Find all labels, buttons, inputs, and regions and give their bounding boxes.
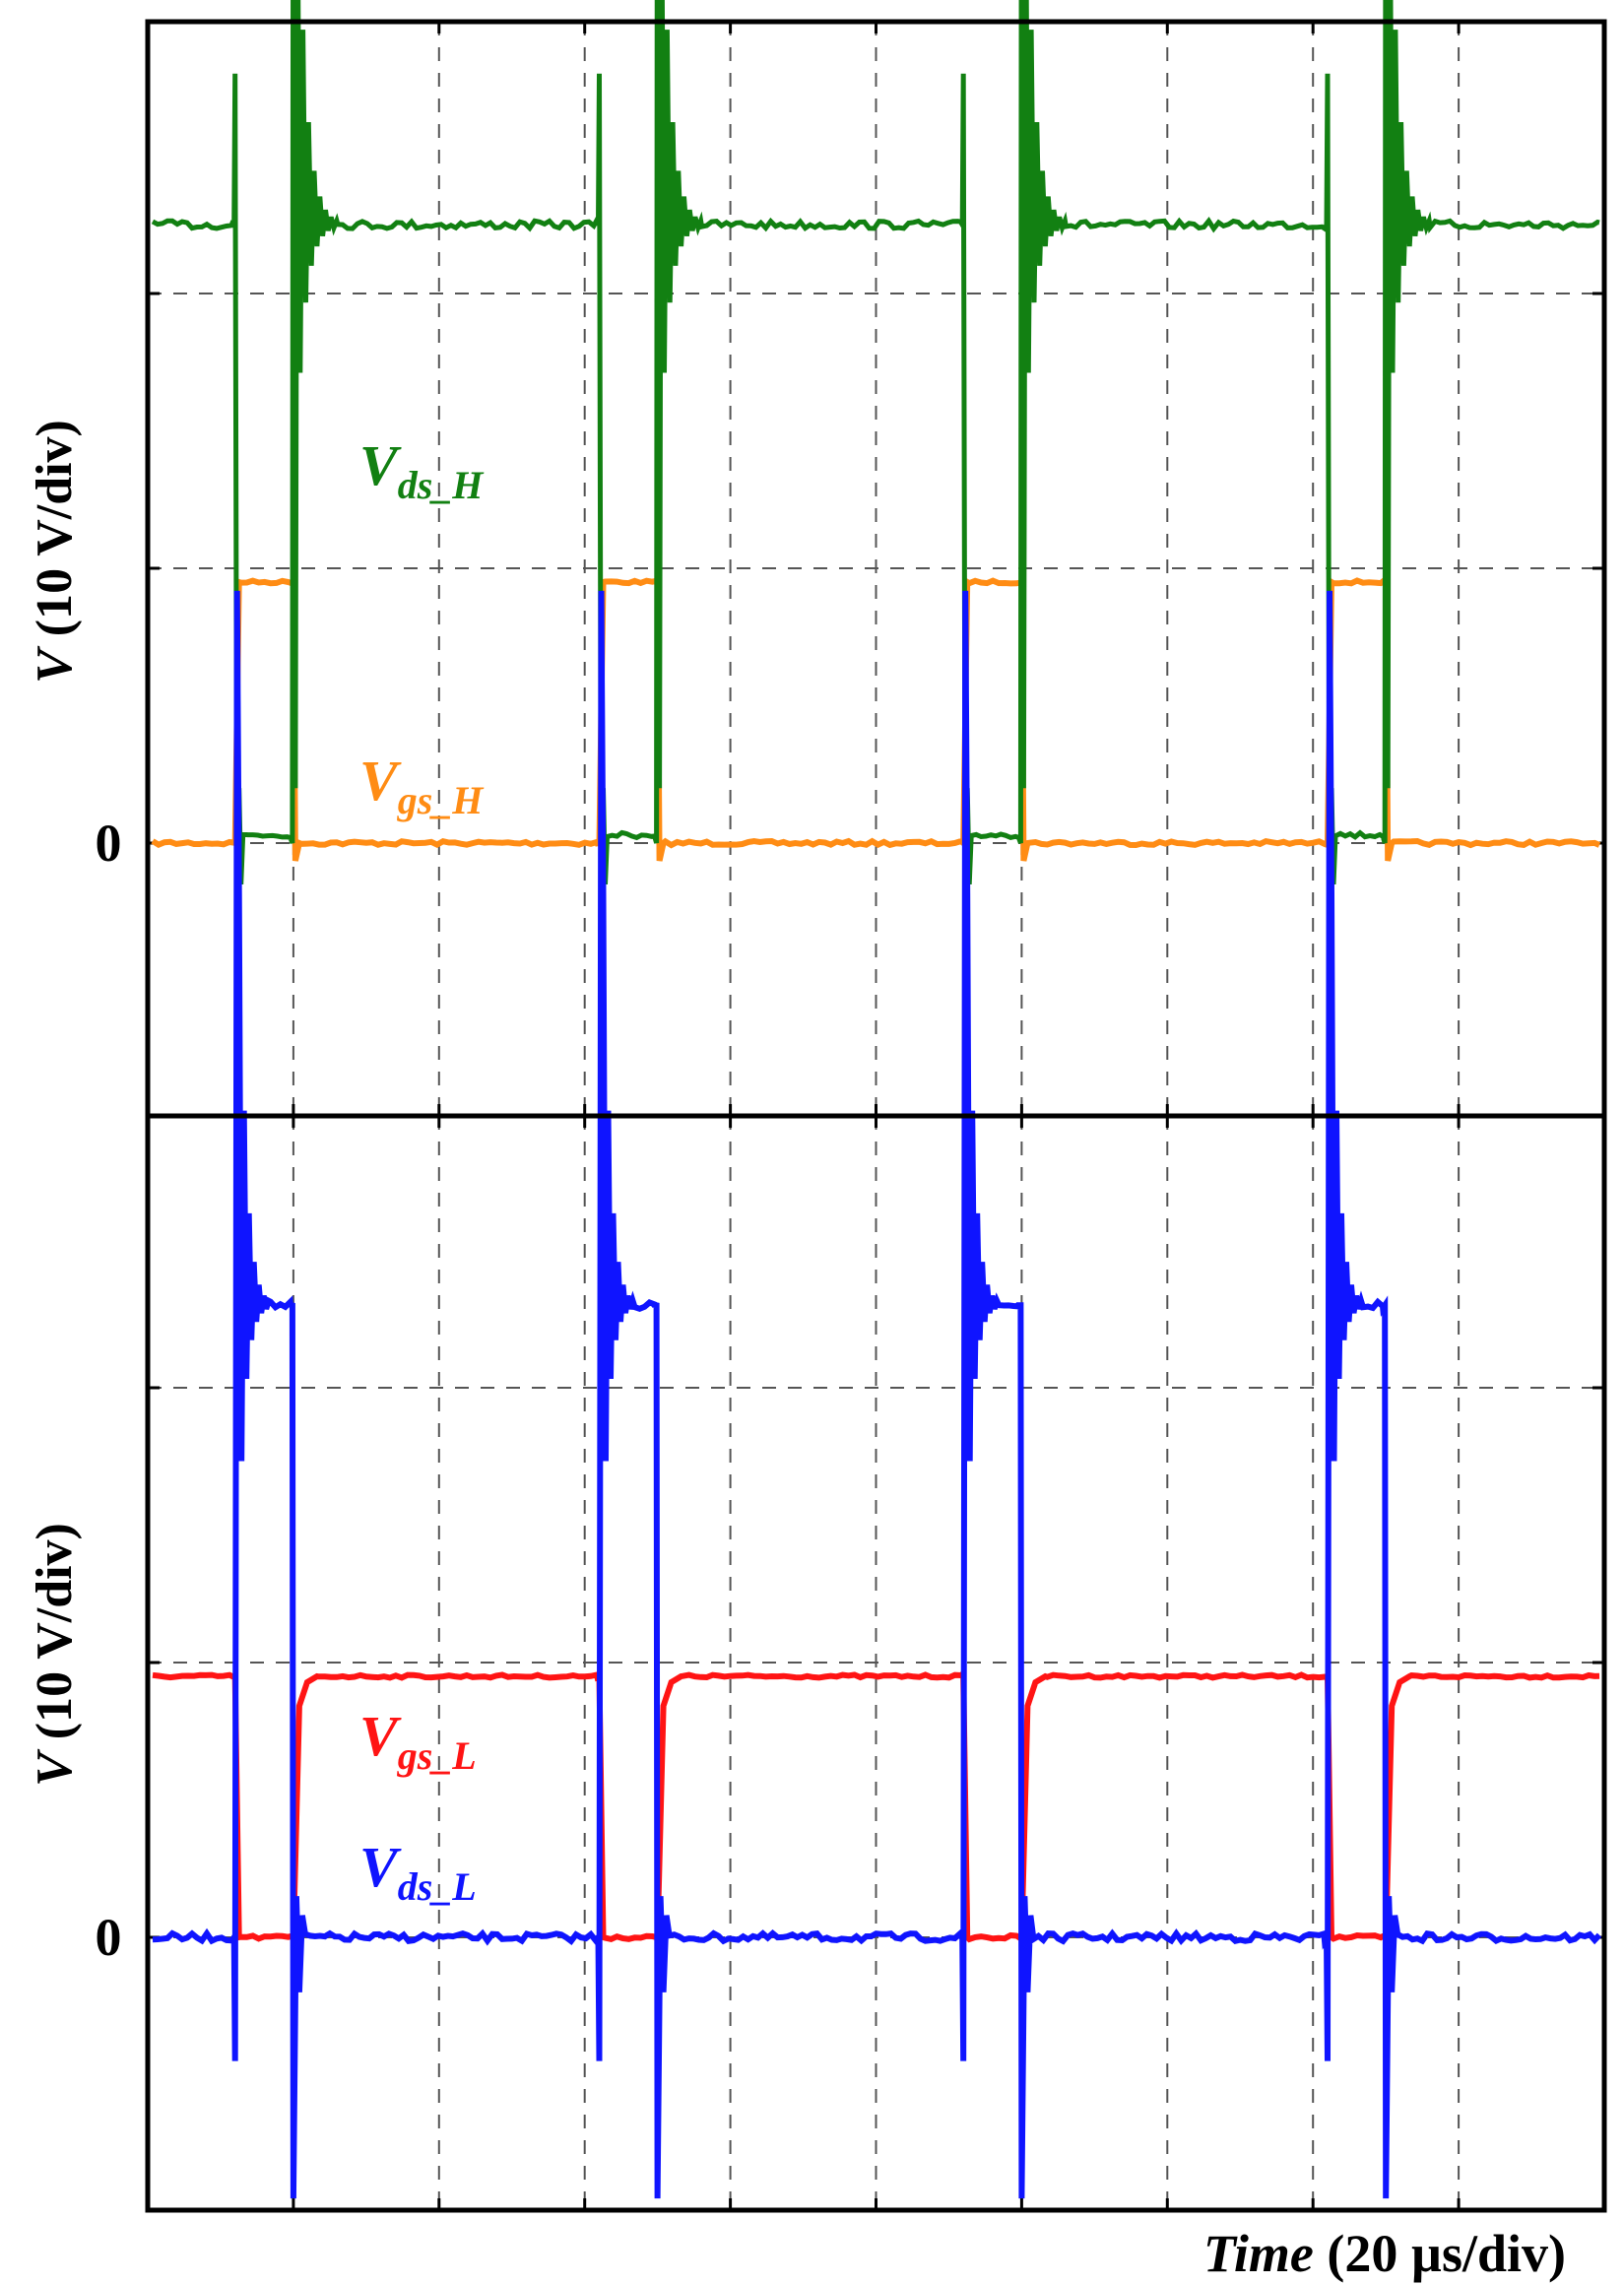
bottom-panel-traces (152, 590, 1602, 2199)
x-axis-label: Time (20 µs/div) (1203, 2224, 1566, 2283)
top-panel-traces (151, 0, 1601, 940)
label-vds-l: Vds_L (359, 1835, 477, 1909)
label-vds-h: Vds_H (359, 433, 485, 507)
trace-vds-l (152, 590, 1602, 2199)
y-axis-label-unit: (10 V/div) (27, 420, 83, 649)
zero-label-bottom: 0 (96, 1908, 122, 1967)
y-axis-label-symbol: V (27, 645, 83, 684)
chart-labels: V (10 V/div)V (10 V/div)00Vds_HVgs_HVgs_… (27, 420, 1566, 2283)
zero-label-top: 0 (96, 814, 122, 873)
y-axis-label-bottom: V (10 V/div) (27, 1523, 83, 1787)
y-axis-label-top: V (10 V/div) (27, 420, 83, 684)
y-axis-label-symbol: V (27, 1748, 83, 1787)
y-axis-label-unit: (10 V/div) (27, 1523, 83, 1752)
label-vgs-h: Vgs_H (359, 749, 485, 822)
trace-vgs-l (152, 1670, 1600, 1943)
label-vgs-l: Vgs_L (359, 1704, 477, 1778)
trace-vds-h (151, 0, 1600, 940)
trace-vgs-h (151, 576, 1601, 862)
